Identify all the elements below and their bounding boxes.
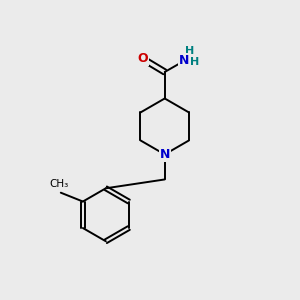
Text: CH₃: CH₃	[50, 179, 69, 189]
Text: O: O	[137, 52, 148, 65]
Text: H: H	[184, 46, 194, 56]
Text: H: H	[190, 57, 200, 67]
Text: N: N	[179, 54, 189, 67]
Text: N: N	[160, 148, 170, 161]
